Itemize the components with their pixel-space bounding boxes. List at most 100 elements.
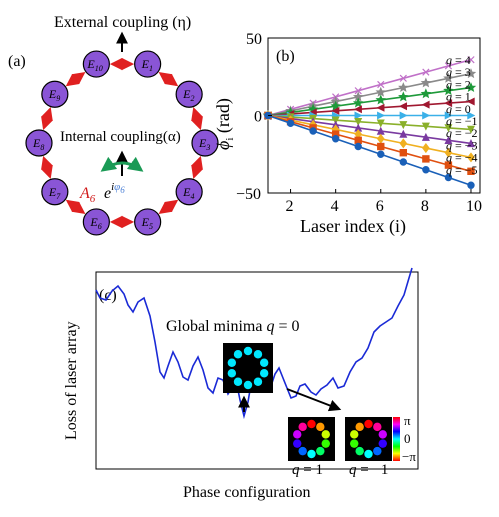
data-point: [443, 72, 454, 83]
series-9: [264, 111, 475, 189]
data-point: [466, 125, 475, 134]
y-tick-label: −50: [236, 186, 261, 203]
laser-node-e4: E4: [175, 178, 203, 206]
coupling-arrow: [40, 107, 53, 131]
inset-q1-dots: [293, 419, 330, 459]
series-lines: [262, 56, 477, 189]
panel-a-diagram: (a) External coupling (η) E1 E2 E3 E4 E5 E6 E7…: [8, 14, 219, 236]
data-point: [375, 86, 387, 97]
phase-dot: [298, 422, 307, 432]
colorbar-tick-neg-pi: −π: [402, 449, 416, 464]
phase-dot: [253, 377, 263, 386]
laser-node-e5: E5: [134, 208, 162, 236]
legend-label: q = 0: [446, 102, 471, 116]
series-line: [267, 114, 472, 187]
data-point: [422, 166, 430, 174]
external-coupling-label: External coupling (η): [54, 14, 191, 31]
data-point: [399, 111, 408, 120]
x-tick-label: 8: [421, 198, 429, 215]
phase-dot: [243, 346, 253, 356]
phase-rotation-arrow: [100, 156, 144, 172]
data-point: [443, 85, 454, 96]
data-point: [354, 136, 362, 145]
data-point: [376, 119, 385, 128]
phase-dot: [355, 422, 364, 432]
data-point: [331, 106, 340, 115]
phase-dot: [227, 358, 237, 367]
data-point: [399, 74, 407, 82]
data-point: [422, 143, 430, 154]
data-point: [444, 99, 453, 108]
panel-c-chart: (c) Loss of laser array Phase configurat…: [63, 267, 419, 501]
coupling-arrow: [65, 199, 86, 215]
coupling-arrow: [191, 107, 204, 131]
data-point: [444, 147, 453, 158]
phase-dot: [253, 350, 263, 359]
data-point: [353, 105, 362, 114]
data-point: [309, 127, 317, 135]
phase-dot: [259, 369, 269, 378]
phase-dot: [373, 446, 382, 456]
global-minima-label: Global minima q = 0: [166, 318, 299, 335]
internal-coupling-label: Internal coupling(α): [60, 129, 181, 145]
legend-label: q = −4: [446, 151, 478, 165]
coupling-arrow: [191, 155, 204, 179]
coupling-arrow: [65, 71, 86, 87]
data-point: [421, 122, 430, 131]
legend-label: q = −1: [446, 114, 478, 128]
coupling-arrow: [40, 155, 53, 179]
data-point: [467, 181, 475, 189]
data-point: [377, 80, 385, 89]
data-point: [422, 111, 431, 120]
coupling-arrow: [158, 199, 179, 215]
data-point: [422, 68, 430, 76]
data-point: [465, 82, 477, 93]
legend-label: q = 1: [446, 90, 471, 104]
data-point: [354, 87, 362, 95]
inset-q0-dots: [227, 346, 269, 390]
phase-dot: [321, 430, 330, 439]
coupling-arrow: [158, 71, 179, 87]
phase-dot: [307, 449, 316, 459]
data-point: [465, 68, 477, 79]
data-point: [354, 111, 363, 120]
phase-dot: [243, 380, 253, 390]
phase-dot: [316, 446, 325, 456]
data-point: [377, 150, 385, 158]
x-tick-label: 10: [466, 198, 482, 215]
laser-node-e8: E8: [25, 129, 53, 157]
legend-label: q = −2: [446, 126, 478, 140]
phase-dot: [233, 377, 243, 386]
panel-b-label: (b): [276, 48, 295, 65]
data-point: [377, 142, 385, 151]
amplitude-label: A6: [79, 185, 96, 205]
phase-dot: [227, 369, 237, 378]
phase-dot: [293, 430, 302, 439]
phase-dot: [355, 446, 364, 456]
series-line: [267, 86, 472, 117]
data-point: [466, 97, 475, 106]
laser-node-e10: E10: [82, 50, 110, 78]
phase-dot: [373, 422, 382, 432]
data-point: [286, 119, 295, 127]
x-axis-label: Laser index (i): [300, 216, 406, 237]
phase-dot: [364, 419, 373, 429]
data-point: [421, 132, 430, 141]
y-tick-label: 50: [246, 31, 262, 48]
data-point: [331, 116, 340, 125]
data-point: [444, 135, 453, 144]
data-point: [331, 135, 340, 143]
data-point: [399, 149, 408, 157]
series-line: [267, 114, 472, 173]
data-point: [375, 94, 387, 105]
series-line: [267, 114, 472, 131]
inset-qm1-label: q = −1: [349, 462, 388, 478]
series-line: [267, 114, 472, 145]
legend-label: q = −3: [446, 138, 478, 152]
data-point: [398, 91, 409, 102]
series-2: [262, 82, 477, 120]
data-point: [376, 103, 385, 112]
arrow-to-local-minimum: [286, 388, 342, 412]
